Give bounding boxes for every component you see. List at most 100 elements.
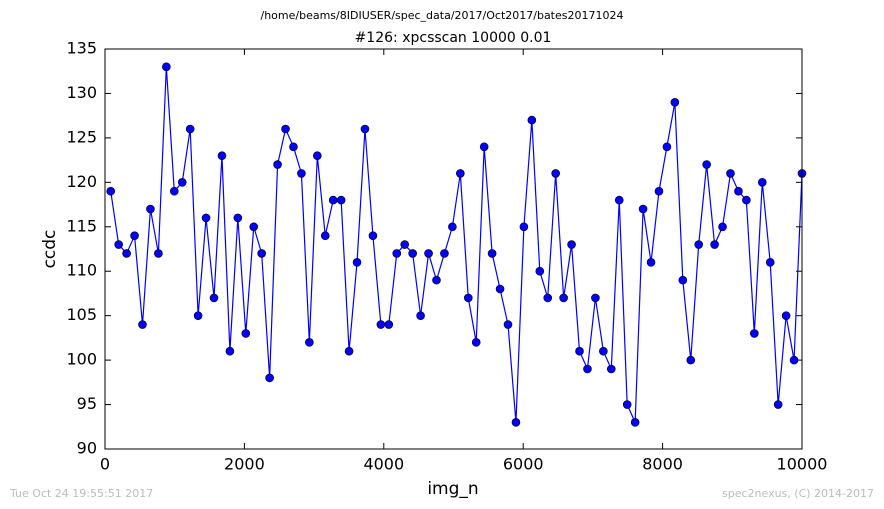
data-point [360, 124, 370, 134]
y-tick-label: 95 [77, 394, 97, 413]
data-point [591, 293, 600, 303]
data-point [384, 320, 394, 329]
data-point [368, 231, 378, 240]
y-tick-label: 120 [66, 172, 97, 191]
data-point [106, 186, 116, 196]
data-point [479, 142, 489, 152]
data-point [503, 320, 513, 329]
data-point [297, 169, 306, 178]
data-point [726, 169, 735, 178]
data-point [313, 151, 322, 160]
data-point [519, 222, 529, 232]
data-point [559, 293, 568, 303]
data-point [169, 186, 179, 196]
x-axis-label: img_n [427, 479, 478, 499]
data-point [583, 364, 592, 374]
chart-title: #126: xpcsscan 10000 0.01 [355, 30, 552, 46]
data-point [630, 418, 640, 427]
data-point [718, 222, 727, 232]
y-tick-label: 135 [66, 39, 97, 58]
data-point [249, 222, 259, 232]
data-point [670, 98, 680, 107]
data-point [781, 311, 791, 320]
data-point [750, 329, 759, 338]
y-tick-label: 125 [66, 127, 97, 146]
data-point [773, 400, 783, 409]
data-point [344, 346, 354, 356]
data-point [662, 142, 672, 152]
data-point [495, 284, 505, 294]
series-line [110, 66, 803, 423]
data-point [320, 231, 330, 240]
data-point [638, 204, 648, 214]
data-point [400, 240, 410, 249]
data-point [654, 186, 664, 196]
data-point [122, 249, 131, 258]
x-tick-label: 8000 [642, 455, 683, 474]
data-point [646, 258, 656, 267]
data-point [614, 195, 624, 205]
data-point [408, 249, 417, 258]
data-point [622, 400, 632, 409]
data-point [757, 178, 767, 187]
data-point [456, 169, 465, 178]
x-tick-label: 4000 [363, 455, 404, 474]
data-point [138, 320, 147, 329]
data-point [463, 293, 473, 303]
data-point [257, 249, 266, 258]
data-point [289, 142, 298, 152]
y-tick-label: 130 [66, 83, 97, 102]
data-point [281, 124, 290, 134]
data-point [146, 204, 155, 214]
data-point [551, 169, 560, 178]
data-point [416, 311, 425, 320]
data-point [567, 240, 576, 249]
data-point [535, 266, 545, 276]
data-point [392, 249, 402, 258]
x-tick-label: 10000 [777, 455, 828, 474]
data-point [710, 240, 719, 249]
data-point [233, 213, 243, 223]
data-point [177, 178, 187, 187]
data-point [471, 338, 481, 347]
data-point [765, 258, 775, 267]
data-point [328, 195, 338, 205]
data-point [241, 329, 251, 338]
y-tick-label: 110 [66, 261, 97, 280]
data-point [225, 346, 235, 356]
y-tick-label: 100 [66, 350, 97, 369]
data-point [154, 249, 163, 258]
data-point [217, 151, 227, 160]
data-point [575, 346, 584, 356]
data-point [607, 364, 616, 374]
data-point [162, 62, 171, 72]
y-tick-label: 115 [66, 216, 97, 235]
data-point [114, 240, 123, 249]
data-point [209, 293, 219, 303]
data-point [305, 338, 314, 347]
y-tick-label: 90 [77, 439, 97, 458]
footer-left: Tue Oct 24 19:55:51 2017 [9, 487, 153, 500]
data-point [734, 186, 743, 196]
data-point [694, 240, 704, 249]
data-point [487, 249, 497, 258]
data-point [789, 355, 799, 365]
y-axis-label: ccdc [40, 230, 60, 269]
data-point [448, 222, 457, 232]
x-tick-label: 0 [100, 455, 110, 474]
data-point [599, 346, 608, 356]
data-point [424, 249, 433, 258]
chart-suptitle: /home/beams/8IDIUSER/spec_data/2017/Oct2… [261, 9, 624, 22]
data-point [702, 160, 711, 169]
data-point [352, 258, 362, 267]
data-point [265, 373, 274, 383]
data-point [511, 418, 521, 427]
data-point [527, 115, 537, 125]
data-point [678, 275, 688, 285]
data-point [336, 195, 346, 205]
data-point [543, 293, 553, 303]
data-point [432, 275, 441, 285]
data-point [376, 320, 386, 329]
data-point [201, 213, 211, 223]
